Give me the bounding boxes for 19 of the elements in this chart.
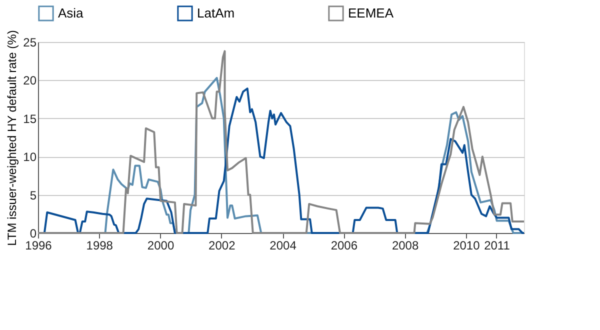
x-tick-label: 2010 (453, 238, 480, 252)
x-tick-label: 2002 (208, 238, 236, 252)
legend-label: Asia (58, 5, 84, 20)
y-tick-label: 0 (30, 226, 37, 240)
y-tick-label: 15 (23, 112, 37, 126)
x-tick-label: 2011 (484, 238, 510, 252)
x-tick-label: 2000 (147, 238, 174, 252)
x-tick-label: 1996 (25, 238, 52, 252)
y-tick-label: 5 (30, 188, 37, 202)
y-tick-label: 10 (23, 150, 37, 164)
legend-label: EEMEA (348, 5, 394, 20)
y-tick-label: 20 (23, 74, 37, 88)
x-tick-label: 2004 (270, 238, 297, 252)
x-tick-label: 2006 (330, 238, 358, 252)
legend-label: LatAm (197, 5, 235, 20)
x-tick-label: 2008 (392, 238, 419, 252)
y-axis-title: LTM issuer-weighted HY default rate (%) (5, 30, 20, 246)
y-tick-label: 25 (23, 36, 37, 50)
x-tick-label: 1998 (86, 238, 114, 252)
